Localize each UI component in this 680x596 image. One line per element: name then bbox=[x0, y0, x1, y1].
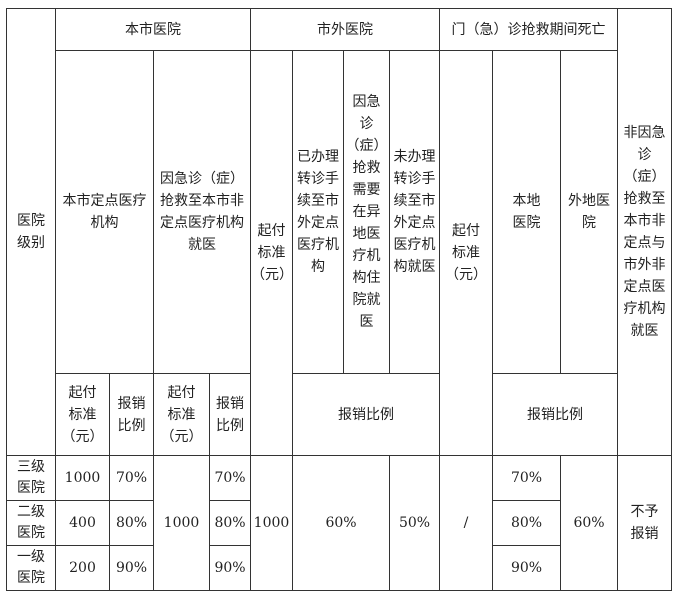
header-outside-deductible: 起付 标准 （元） bbox=[250, 50, 293, 456]
table-row: 三级 医院 1000 70% 1000 70% 1000 60% 50% / 7… bbox=[6, 455, 673, 591]
header-outside-hospital: 市外医院 bbox=[250, 8, 440, 51]
header-death-during-rescue: 门（急）诊抢救期间死亡 bbox=[438, 8, 619, 51]
death-outside-ratio: 60% bbox=[559, 455, 619, 591]
header-outside-emergency: 因急 诊 （症） 抢救 需要 在异 地医 疗机 构住 院就 医 bbox=[343, 50, 390, 374]
table-row: 一级 医院 200 90% 90% 90% bbox=[6, 545, 672, 591]
header-local-designated: 本市定点医疗 机构 bbox=[55, 50, 154, 374]
outside-deductible: 1000 bbox=[250, 455, 293, 591]
death-local-ratio: 70% bbox=[492, 455, 561, 501]
header-ratio: 报销 比例 bbox=[209, 373, 251, 456]
header-death-local: 本地 医院 bbox=[492, 50, 561, 374]
header-local-emergency: 因急诊（症） 抢救至本市非 定点医疗机构 就医 bbox=[153, 50, 251, 374]
row-level: 三级 医院 bbox=[6, 455, 56, 501]
reimbursement-table: 医院 级别 本市医院 市外医院 门（急）诊抢救期间死亡 非因急 诊（症） 抢救至… bbox=[6, 8, 673, 591]
death-local-ratio: 90% bbox=[492, 545, 561, 591]
death-deductible: / bbox=[439, 455, 493, 591]
header-death-deductible: 起付 标准 （元） bbox=[439, 50, 493, 456]
local-ratio: 90% bbox=[109, 545, 154, 591]
row-level: 一级 医院 bbox=[6, 545, 56, 591]
header-outside-ratio: 报销比例 bbox=[292, 373, 440, 456]
local-ratio: 80% bbox=[109, 500, 154, 546]
untransferred-ratio: 50% bbox=[389, 455, 440, 591]
emergency-ratio: 90% bbox=[209, 545, 251, 591]
non-emergency-value: 不予 报销 bbox=[617, 455, 673, 591]
header-outside-transferred: 已办理 转诊手 续至市 外定点 医疗机 构 bbox=[292, 50, 344, 374]
header-ratio: 报销 比例 bbox=[109, 373, 154, 456]
row-level: 二级 医院 bbox=[6, 500, 56, 546]
header-death-ratio: 报销比例 bbox=[491, 373, 619, 456]
header-outside-untransferred: 未办理 转诊手 续至市 外定点 医疗机 构就医 bbox=[389, 50, 440, 374]
death-local-ratio: 80% bbox=[492, 500, 561, 546]
outside-ratio: 60% bbox=[292, 455, 390, 591]
header-deductible: 起付 标准 （元） bbox=[55, 373, 110, 456]
emergency-ratio: 70% bbox=[209, 455, 251, 501]
local-ratio: 70% bbox=[109, 455, 154, 501]
header-local-hospital: 本市医院 bbox=[55, 8, 251, 51]
header-hospital-level: 医院 级别 bbox=[6, 8, 56, 456]
header-non-emergency: 非因急 诊（症） 抢救至 本市非 定点与 市外非 定点医 疗机构 就医 bbox=[617, 8, 673, 456]
local-deductible: 400 bbox=[55, 500, 110, 546]
local-deductible: 200 bbox=[55, 545, 110, 591]
emergency-ratio: 80% bbox=[209, 500, 251, 546]
header-death-outside: 外地医 院 bbox=[559, 50, 619, 374]
header-deductible: 起付 标准 （元） bbox=[153, 373, 210, 456]
local-deductible: 1000 bbox=[55, 455, 110, 501]
emergency-deductible: 1000 bbox=[153, 455, 210, 591]
table-row: 二级 医院 400 80% 80% 80% bbox=[6, 500, 672, 546]
